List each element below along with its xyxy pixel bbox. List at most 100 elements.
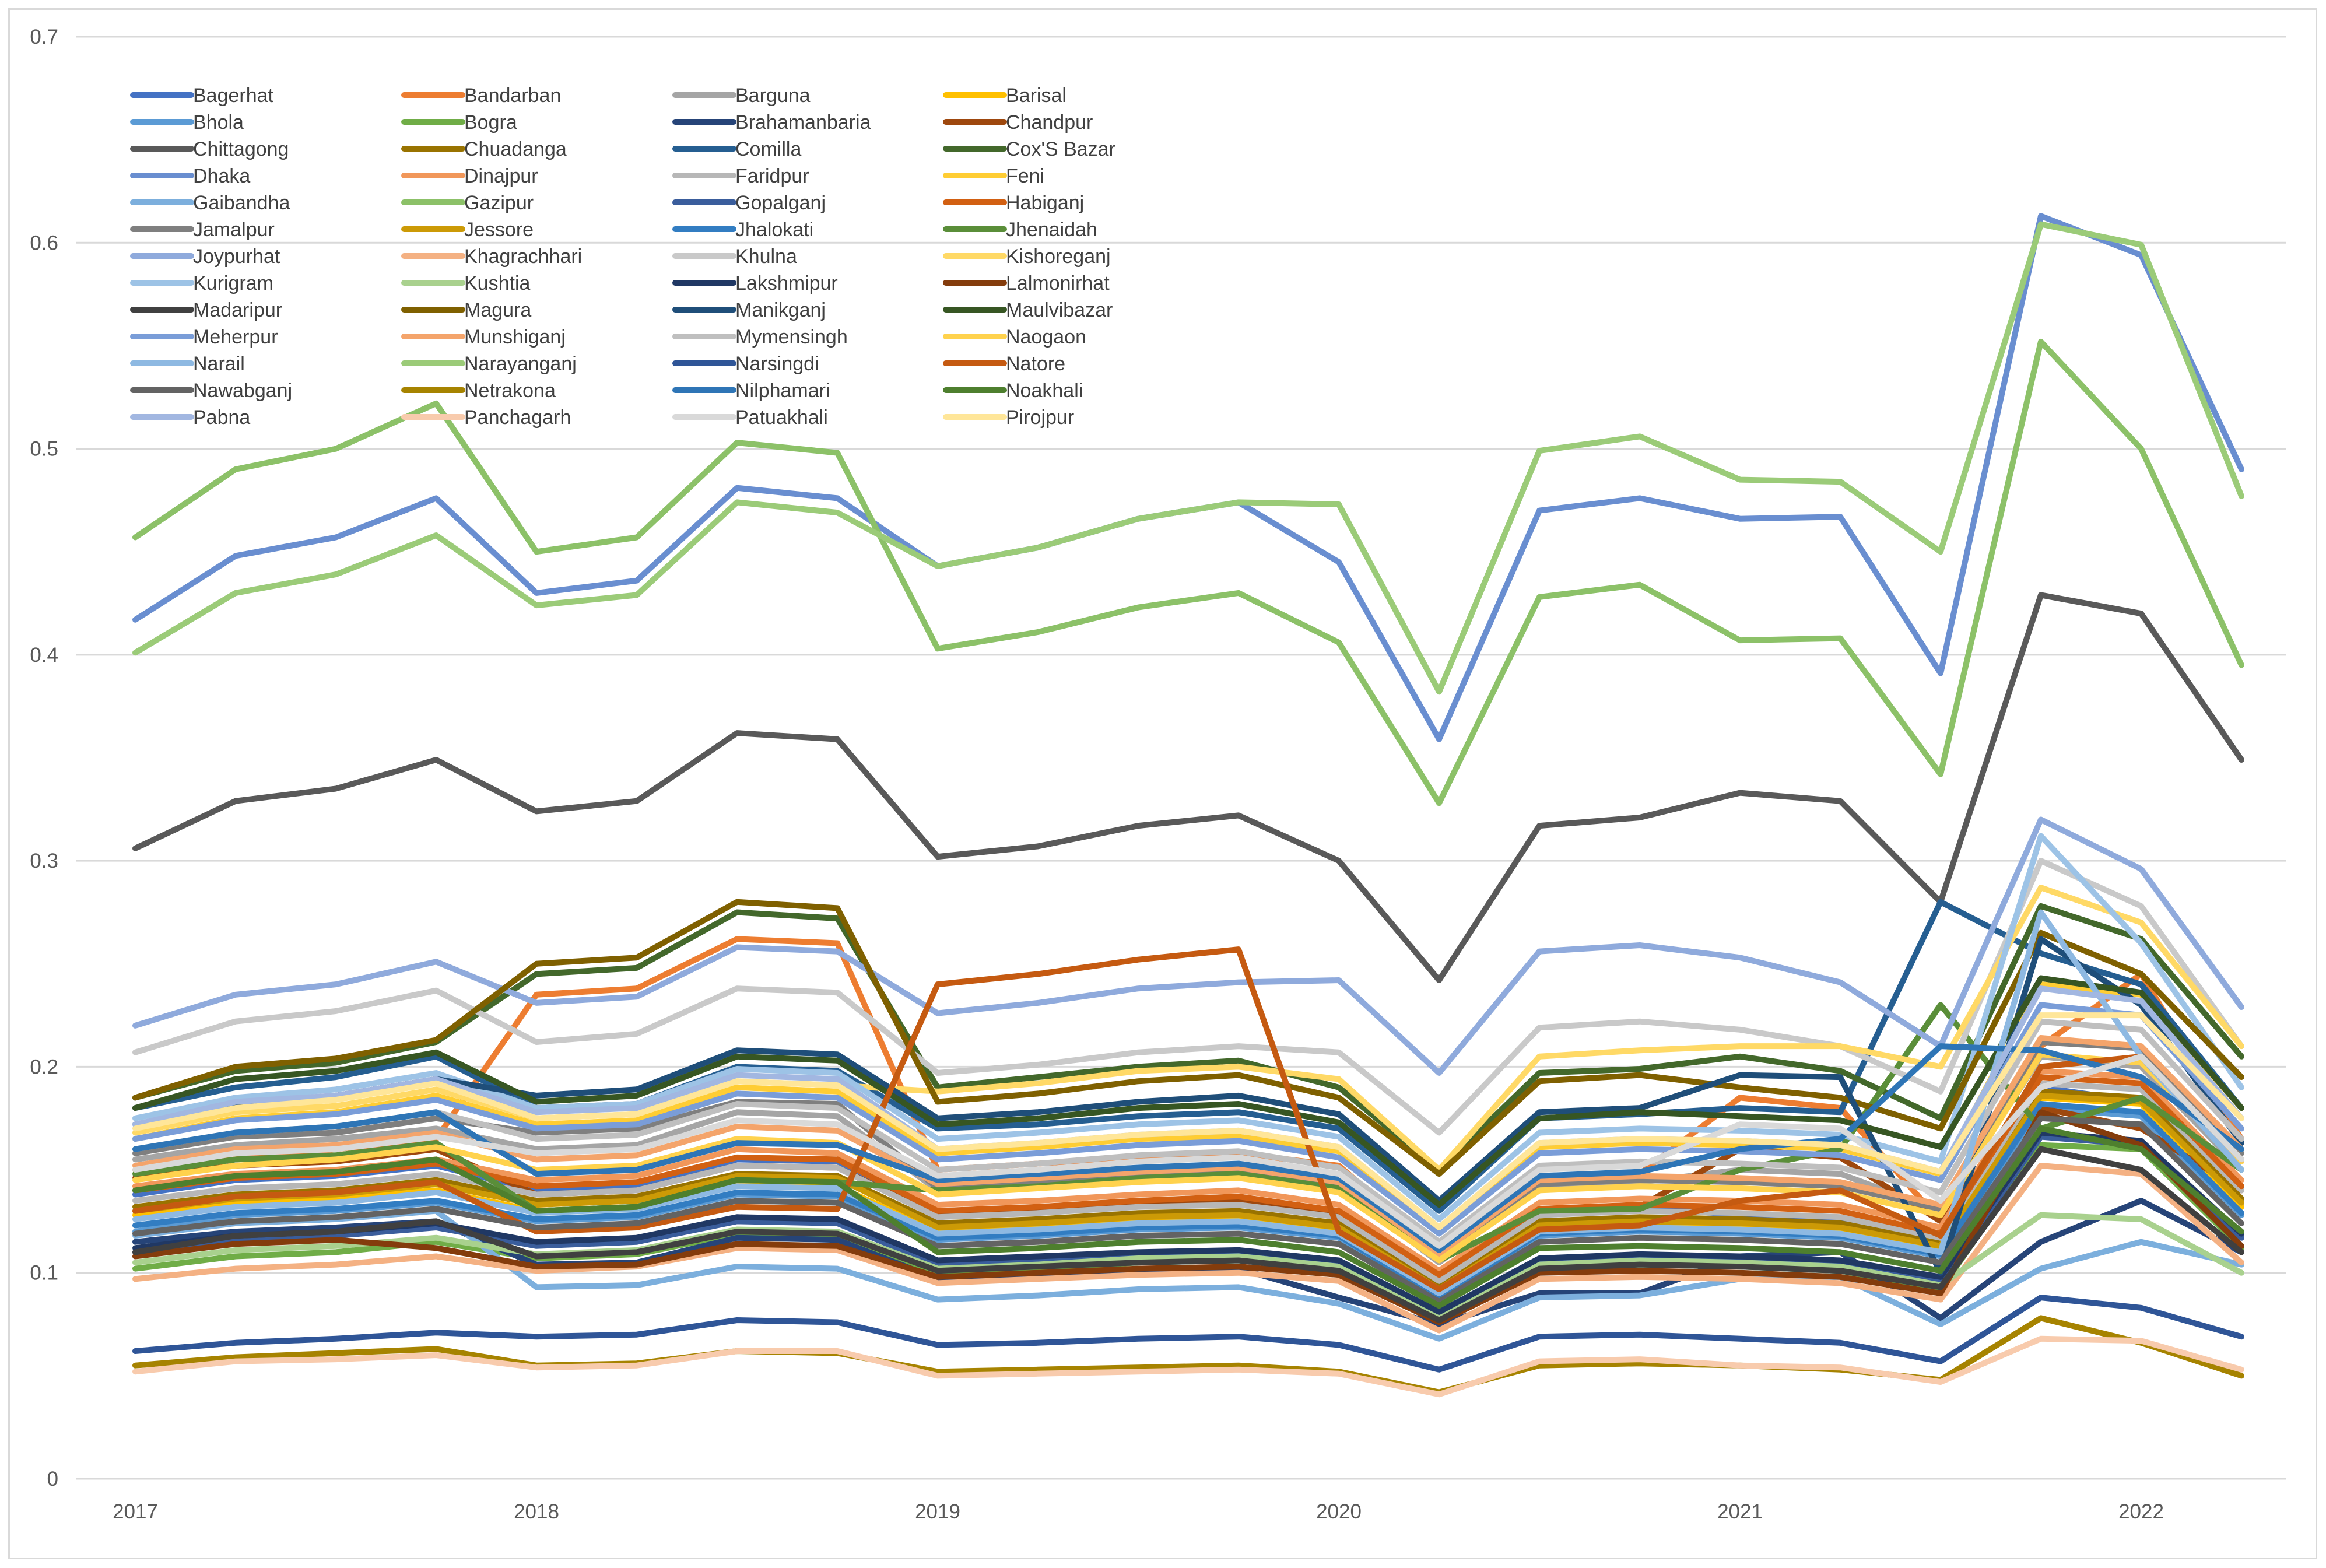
- series-line-gaibandha: [132, 1208, 2244, 1342]
- legend-item: Naogaon: [943, 326, 1086, 348]
- legend-label: Nilphamari: [735, 380, 830, 402]
- legend-item: Magura: [401, 299, 531, 321]
- legend-label: Maulvibazar: [1006, 299, 1113, 321]
- x-tick-label: 2018: [514, 1500, 559, 1523]
- legend-item: Netrakona: [401, 380, 556, 402]
- legend-item: Nawabganj: [130, 380, 292, 402]
- series-line-noakhali: [132, 1125, 2244, 1309]
- series-lines: [132, 213, 2244, 1398]
- x-tick-label: 2022: [2118, 1500, 2164, 1523]
- legend-label: Faridpur: [735, 165, 809, 187]
- series-line-khulna: [132, 858, 2244, 1136]
- y-tick-label: 0.2: [30, 1055, 58, 1078]
- series-line-narayanganj: [132, 221, 2244, 695]
- legend-item: Kishoreganj: [943, 245, 1111, 268]
- y-tick-label: 0: [47, 1468, 58, 1490]
- legend-item: Barguna: [672, 85, 811, 107]
- series-line-narail: [132, 909, 2244, 1296]
- legend-item: Manikganj: [672, 299, 826, 321]
- legend-item: Khulna: [672, 245, 797, 268]
- legend-item: Pirojpur: [943, 406, 1074, 429]
- legend-item: Pabna: [130, 406, 250, 429]
- series-line-jhenaidah: [132, 1002, 2244, 1264]
- legend-label: Narsingdi: [735, 353, 819, 375]
- series-line-khagrachhari: [132, 1163, 2244, 1334]
- legend-label: Kishoreganj: [1006, 245, 1111, 268]
- legend-label: Jessore: [464, 219, 534, 241]
- series-line-chittagong: [132, 592, 2244, 983]
- y-tick-label: 0.4: [30, 644, 58, 667]
- legend-label: Kurigram: [193, 272, 273, 294]
- legend-item: Cox'S Bazar: [943, 138, 1115, 160]
- legend: Bagerhat Bandarban Barguna Barisal Bhola Bogr…: [130, 85, 1115, 429]
- legend-item: Bagerhat: [130, 85, 274, 107]
- legend-label: Lalmonirhat: [1006, 272, 1110, 294]
- series-line-comilla: [132, 899, 2244, 1214]
- legend-label: Jhenaidah: [1006, 219, 1097, 241]
- legend-label: Bogra: [464, 111, 517, 134]
- legend-item: Jamalpur: [130, 219, 275, 241]
- legend-item: Feni: [943, 165, 1044, 187]
- x-axis: 2017 2018 2019 2020 2021 2022: [113, 1500, 2164, 1523]
- series-line-jessore: [132, 1092, 2244, 1292]
- legend-label: Netrakona: [464, 380, 556, 402]
- legend-label: Manikganj: [735, 299, 826, 321]
- legend-label: Naogaon: [1006, 326, 1086, 348]
- legend-item: Nilphamari: [672, 380, 830, 402]
- legend-item: Munshiganj: [401, 326, 566, 348]
- legend-label: Jhalokati: [735, 219, 813, 241]
- legend-item: Joypurhat: [130, 245, 280, 268]
- legend-label: Bhola: [193, 111, 244, 134]
- legend-item: Jhenaidah: [943, 219, 1097, 241]
- legend-label: Nawabganj: [193, 380, 292, 402]
- legend-item: Gazipur: [401, 192, 534, 214]
- legend-label: Feni: [1006, 165, 1044, 187]
- legend-item: Madaripur: [130, 299, 282, 321]
- legend-label: Joypurhat: [193, 245, 280, 268]
- legend-label: Patuakhali: [735, 406, 828, 429]
- legend-label: Magura: [464, 299, 531, 321]
- legend-item: Dinajpur: [401, 165, 538, 187]
- series-line-maulvibazar: [132, 975, 2244, 1208]
- legend-label: Barguna: [735, 85, 811, 107]
- legend-label: Natore: [1006, 353, 1065, 375]
- legend-item: Patuakhali: [672, 406, 828, 429]
- series-line-dhaka: [132, 213, 2244, 742]
- legend-label: Dinajpur: [464, 165, 538, 187]
- legend-item: Meherpur: [130, 326, 278, 348]
- legend-label: Panchagarh: [464, 406, 571, 429]
- legend-label: Chuadanga: [464, 138, 567, 160]
- series-line-panchagarh: [132, 1335, 2244, 1398]
- series-line-nawabganj: [132, 1115, 2244, 1305]
- legend-label: Munshiganj: [464, 326, 566, 348]
- legend-label: Gaibandha: [193, 192, 290, 214]
- legend-label: Narail: [193, 353, 245, 375]
- legend-item: Kushtia: [401, 272, 530, 294]
- legend-item: Gaibandha: [130, 192, 290, 214]
- x-tick-label: 2019: [915, 1500, 960, 1523]
- legend-label: Narayanganj: [464, 353, 577, 375]
- legend-item: Habiganj: [943, 192, 1084, 214]
- legend-label: Bandarban: [464, 85, 561, 107]
- legend-label: Gazipur: [464, 192, 534, 214]
- series-line-natore: [132, 946, 2244, 1292]
- legend-item: Narail: [130, 353, 245, 375]
- legend-item: Gopalganj: [672, 192, 826, 214]
- legend-label: Lakshmipur: [735, 272, 838, 294]
- series-line-mymensingh: [132, 1018, 2244, 1245]
- y-tick-label: 0.1: [30, 1262, 58, 1285]
- legend-item: Mymensingh: [672, 326, 848, 348]
- legend-item: Narayanganj: [401, 353, 577, 375]
- y-tick-label: 0.5: [30, 438, 58, 461]
- legend-item: Bhola: [130, 111, 244, 134]
- y-tick-label: 0.6: [30, 231, 58, 254]
- legend-label: Pirojpur: [1006, 406, 1074, 429]
- x-tick-label: 2017: [113, 1500, 158, 1523]
- legend-label: Kushtia: [464, 272, 530, 294]
- series-line-gazipur: [132, 338, 2244, 806]
- legend-label: Khagrachhari: [464, 245, 582, 268]
- legend-item: Maulvibazar: [943, 299, 1113, 321]
- legend-label: Mymensingh: [735, 326, 848, 348]
- legend-item: Bogra: [401, 111, 517, 134]
- series-line-madaripur: [132, 1146, 2244, 1323]
